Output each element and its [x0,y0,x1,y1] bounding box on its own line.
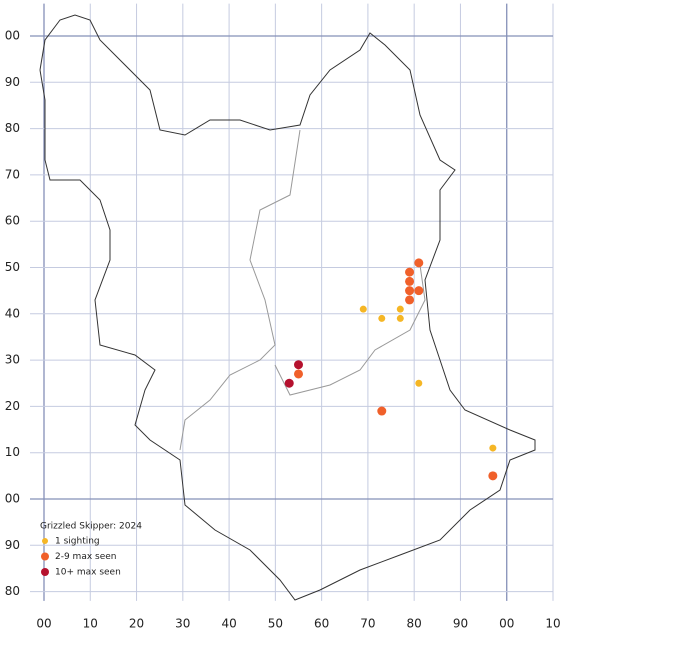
x-tick-label: 70 [360,617,375,631]
y-tick-label: 10 [5,445,20,459]
y-tick-label: 20 [5,399,20,413]
legend-dot [41,552,49,561]
x-tick-label: 60 [314,617,329,631]
legend-label: 1 sighting [55,537,100,547]
x-tick-label: 30 [175,617,190,631]
y-tick-label: 00 [5,29,20,43]
y-tick-label: 80 [5,121,20,135]
record-dot [377,406,387,416]
y-tick-label: 90 [5,538,20,552]
district-boundary [274,264,426,396]
record-dot [396,305,404,313]
x-tick-label: 40 [221,617,236,631]
x-tick-label: 90 [453,617,468,631]
district-boundary [179,129,301,451]
legend-label: 10+ max seen [55,568,121,578]
x-tick-label: 10 [83,617,98,631]
y-tick-label: 60 [5,214,20,228]
x-tick-label: 80 [407,617,422,631]
record-dot [396,314,404,322]
y-tick-label: 50 [5,260,20,274]
record-dot [414,286,424,296]
record-dot [378,314,386,322]
record-dot [294,360,303,370]
record-dot [405,276,415,286]
legend-title: Grizzled Skipper: 2024 [40,522,142,532]
y-tick-label: 00 [5,492,20,506]
record-dot [414,258,424,268]
record-dot [405,286,415,296]
x-tick-label: 20 [129,617,144,631]
y-tick-label: 70 [5,167,20,181]
record-dot [405,267,415,277]
record-dot [405,295,415,305]
record-dot [488,471,498,481]
county-boundary [39,14,536,601]
record-dot [489,444,497,452]
y-tick-label: 30 [5,353,20,367]
legend-label: 2-9 max seen [55,552,117,562]
record-dot [359,305,367,313]
x-tick-label: 00 [499,617,514,631]
record-dot [284,378,294,388]
y-tick-label: 80 [5,584,20,598]
x-tick-label: 10 [545,617,560,631]
record-dot [294,369,303,379]
x-tick-label: 00 [36,617,51,631]
x-tick-label: 50 [268,617,283,631]
legend-dot [42,538,48,544]
legend-dot [41,568,49,576]
y-tick-label: 90 [5,75,20,89]
y-tick-label: 40 [5,306,20,320]
record-dot [415,379,423,387]
